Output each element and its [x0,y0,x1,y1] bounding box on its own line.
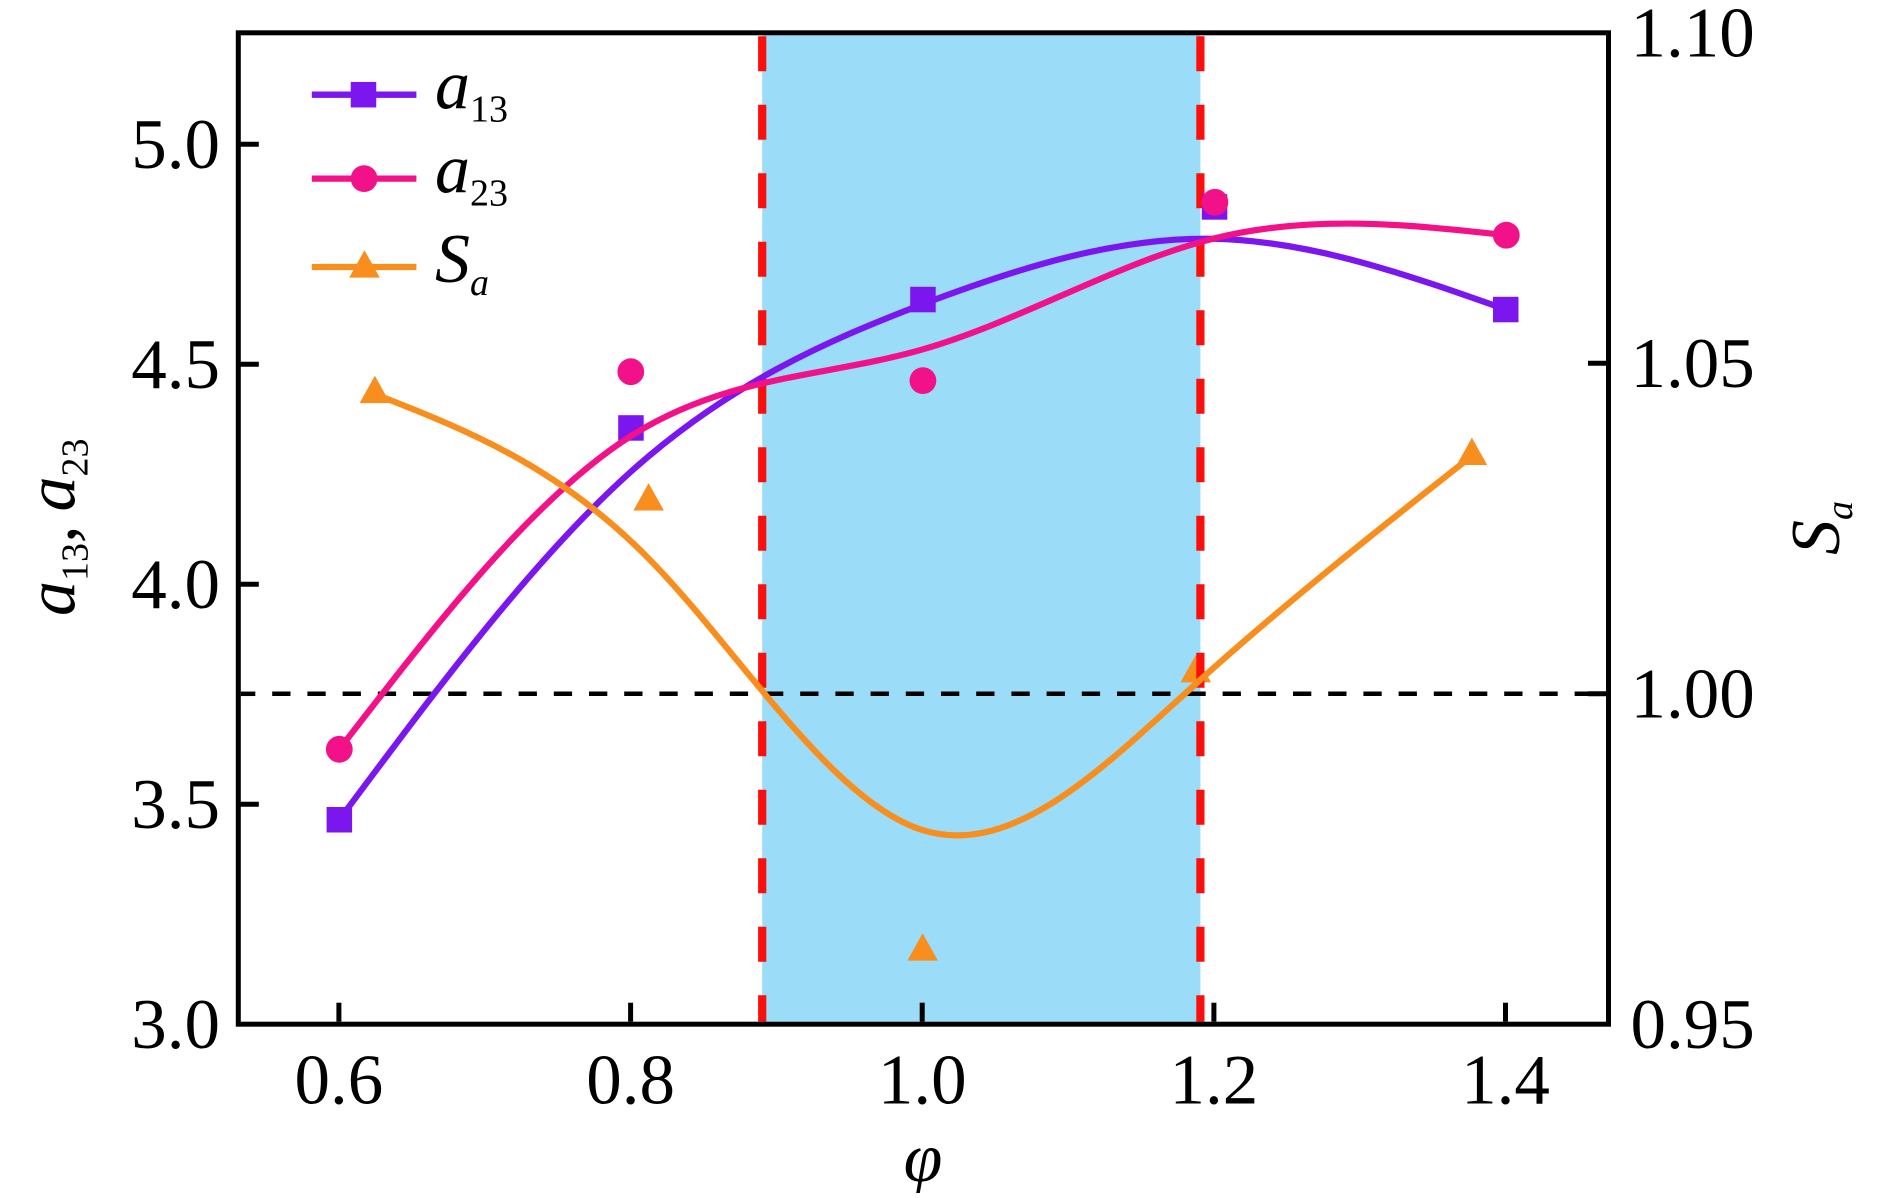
svg-text:5.0: 5.0 [131,106,220,184]
svg-text:0.6: 0.6 [295,1042,384,1120]
svg-text:1.10: 1.10 [1631,0,1755,73]
svg-text:φ: φ [904,1120,943,1193]
svg-text:1.0: 1.0 [878,1042,967,1120]
svg-text:0.8: 0.8 [586,1042,675,1120]
svg-text:1.4: 1.4 [1461,1042,1550,1120]
svg-text:0.95: 0.95 [1631,986,1755,1064]
svg-text:4.5: 4.5 [131,326,220,404]
svg-text:1.05: 1.05 [1631,325,1755,403]
svg-text:3.5: 3.5 [131,766,220,844]
svg-text:1.00: 1.00 [1631,656,1755,734]
svg-text:1.2: 1.2 [1170,1042,1259,1120]
svg-text:4.0: 4.0 [131,546,220,624]
svg-text:3.0: 3.0 [131,986,220,1064]
